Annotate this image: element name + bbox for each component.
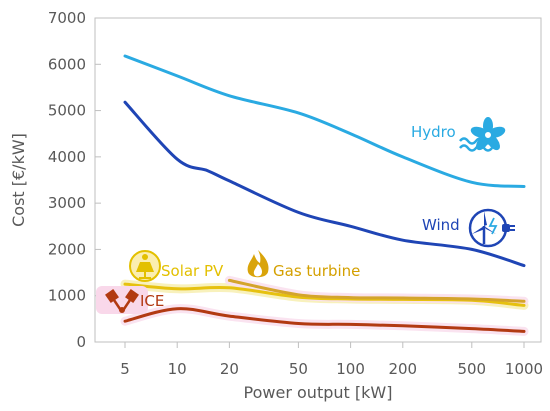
- piston-right: [125, 289, 139, 303]
- x-tick-label: 50: [289, 360, 308, 378]
- y-tick-label: 5000: [48, 102, 86, 120]
- y-tick-label: 4000: [48, 148, 86, 166]
- turbine-hub: [483, 130, 493, 140]
- y-tick-label: 3000: [48, 194, 86, 212]
- x-tick-label: 100: [336, 360, 365, 378]
- x-tick-label: 20: [220, 360, 239, 378]
- x-tick-label: 10: [168, 360, 187, 378]
- solar-panel-icon: [129, 250, 161, 282]
- series-icons: [96, 117, 515, 314]
- gas-turbine-series-label: Gas turbine: [273, 262, 360, 280]
- y-tick-label: 0: [76, 333, 86, 351]
- x-axis-ticks: 5 10 20 50 100 200 500 1000: [120, 342, 543, 378]
- ice-series-label: ICE: [140, 292, 164, 310]
- y-tick-label: 1000: [48, 287, 86, 305]
- series-lines: [123, 54, 526, 333]
- flame-inner: [253, 264, 262, 277]
- turbine-wave-icon: [459, 117, 506, 152]
- flame-outer: [247, 250, 269, 278]
- hydro-series-label: Hydro: [411, 123, 456, 141]
- x-tick-label: 5: [120, 360, 130, 378]
- y-tick-label: 2000: [48, 240, 86, 258]
- plug-body: [502, 224, 510, 232]
- hydro-series-line: [123, 54, 526, 188]
- x-tick-label: 200: [388, 360, 417, 378]
- y-axis-ticks: 0 1000 2000 3000 4000 5000 6000 7000: [48, 9, 101, 351]
- ice-series-line: [123, 307, 526, 333]
- pistons-icon: [96, 286, 148, 314]
- x-tick-label: 1000: [505, 360, 543, 378]
- x-tick-label: 500: [457, 360, 486, 378]
- y-axis-title: Cost [€/kW]: [9, 133, 28, 227]
- x-axis-title: Power output [kW]: [244, 383, 393, 402]
- wind-series-label: Wind: [422, 216, 460, 234]
- wave: [459, 144, 493, 152]
- sun: [142, 254, 148, 260]
- y-tick-label: 6000: [48, 55, 86, 73]
- flame-icon: [247, 250, 269, 278]
- wind-turbine-plug-icon: [468, 208, 515, 248]
- series-labels: Hydro Wind Solar PV Gas turbine ICE: [140, 123, 460, 310]
- crankshaft: [119, 307, 125, 313]
- bolt: [488, 217, 498, 235]
- solar-pv-series-label: Solar PV: [161, 262, 224, 280]
- turbine-blade: [472, 226, 485, 234]
- piston-left: [105, 289, 119, 303]
- y-tick-label: 7000: [48, 9, 86, 27]
- rod-left: [112, 299, 122, 310]
- turbine-blade: [484, 211, 487, 226]
- rod-right: [122, 299, 132, 310]
- wind-series-line: [123, 100, 526, 268]
- wave: [459, 137, 493, 145]
- panel: [136, 262, 154, 272]
- gas-turbine-series-line: [227, 278, 526, 303]
